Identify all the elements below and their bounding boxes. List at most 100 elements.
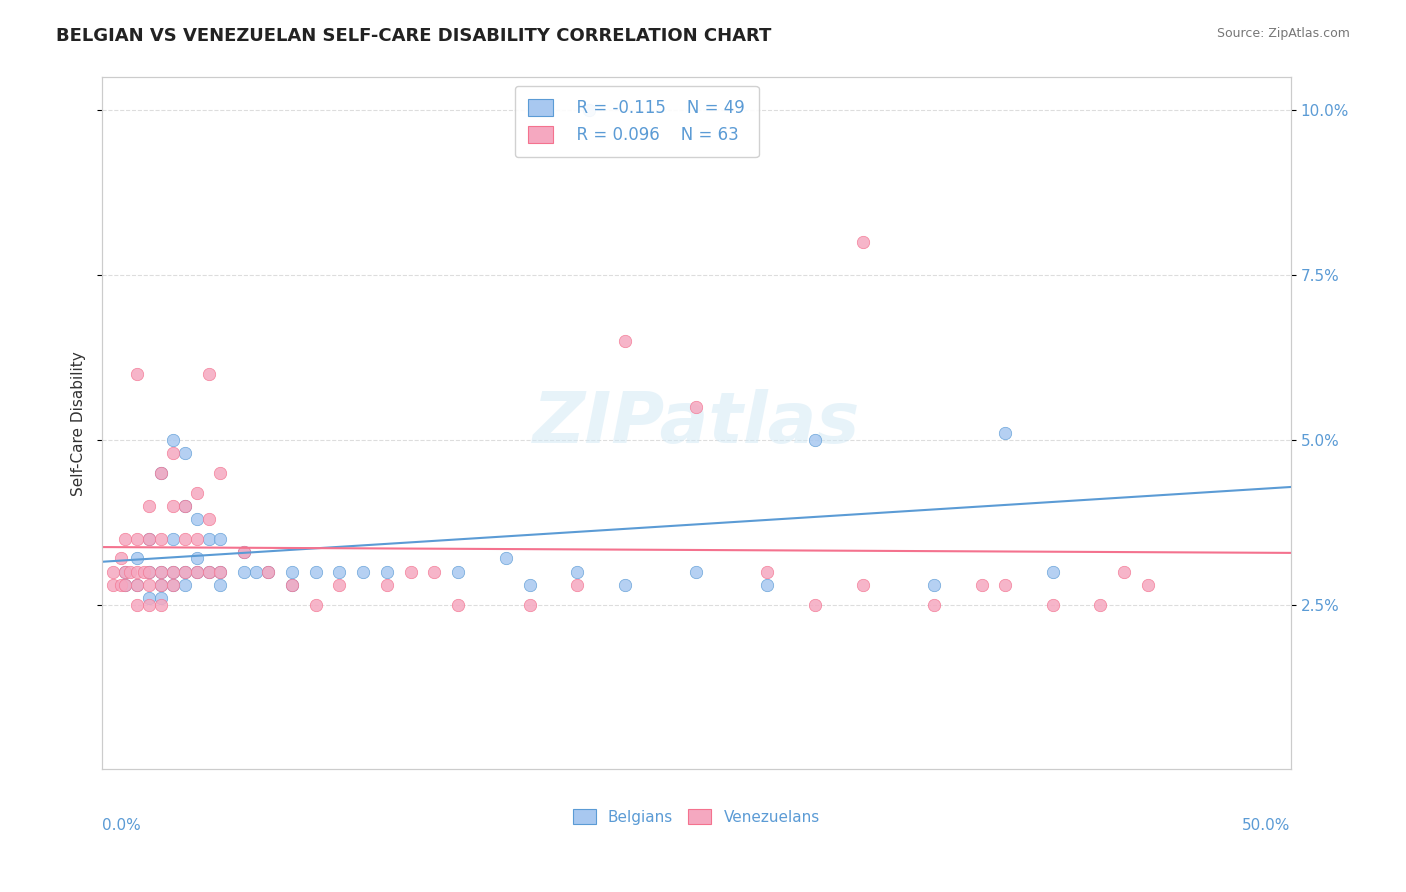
Point bbox=[257, 565, 280, 579]
Point bbox=[127, 578, 149, 592]
Point bbox=[375, 565, 398, 579]
Point bbox=[138, 591, 160, 605]
Point bbox=[1137, 578, 1160, 592]
Point bbox=[186, 551, 208, 566]
Text: BELGIAN VS VENEZUELAN SELF-CARE DISABILITY CORRELATION CHART: BELGIAN VS VENEZUELAN SELF-CARE DISABILI… bbox=[56, 27, 772, 45]
Text: 0.0%: 0.0% bbox=[101, 818, 141, 833]
Point bbox=[352, 565, 374, 579]
Point bbox=[127, 578, 149, 592]
Point bbox=[852, 578, 875, 592]
Point bbox=[127, 565, 149, 579]
Point bbox=[149, 466, 172, 480]
Point bbox=[519, 598, 541, 612]
Point bbox=[328, 565, 350, 579]
Point bbox=[149, 466, 172, 480]
Point bbox=[110, 551, 132, 566]
Point bbox=[423, 565, 446, 579]
Point bbox=[186, 512, 208, 526]
Point bbox=[134, 565, 156, 579]
Point bbox=[578, 103, 600, 118]
Point bbox=[114, 565, 136, 579]
Point bbox=[149, 532, 172, 546]
Point bbox=[173, 446, 195, 460]
Point bbox=[162, 578, 184, 592]
Point bbox=[103, 565, 125, 579]
Point bbox=[209, 532, 232, 546]
Point bbox=[304, 598, 326, 612]
Point bbox=[852, 235, 875, 249]
Point bbox=[519, 578, 541, 592]
Point bbox=[127, 367, 149, 381]
Point bbox=[209, 565, 232, 579]
Point bbox=[197, 367, 219, 381]
Point bbox=[197, 532, 219, 546]
Point bbox=[138, 565, 160, 579]
Point bbox=[186, 532, 208, 546]
Point bbox=[922, 598, 945, 612]
Point bbox=[138, 499, 160, 513]
Point bbox=[138, 565, 160, 579]
Point bbox=[149, 591, 172, 605]
Point bbox=[186, 565, 208, 579]
Point bbox=[756, 578, 779, 592]
Point bbox=[103, 578, 125, 592]
Point bbox=[233, 545, 256, 559]
Point bbox=[233, 565, 256, 579]
Point bbox=[281, 578, 304, 592]
Point bbox=[197, 565, 219, 579]
Point bbox=[209, 565, 232, 579]
Point bbox=[567, 565, 589, 579]
Point bbox=[613, 334, 636, 348]
Point bbox=[173, 565, 195, 579]
Point bbox=[1090, 598, 1112, 612]
Point bbox=[197, 512, 219, 526]
Point bbox=[114, 578, 136, 592]
Point bbox=[1114, 565, 1136, 579]
Point bbox=[114, 532, 136, 546]
Point bbox=[922, 578, 945, 592]
Point bbox=[173, 578, 195, 592]
Point bbox=[138, 578, 160, 592]
Point bbox=[186, 565, 208, 579]
Point bbox=[162, 532, 184, 546]
Point bbox=[804, 598, 827, 612]
Point bbox=[162, 433, 184, 447]
Point bbox=[173, 499, 195, 513]
Point bbox=[173, 532, 195, 546]
Point bbox=[304, 565, 326, 579]
Point bbox=[209, 466, 232, 480]
Point bbox=[233, 545, 256, 559]
Point bbox=[114, 565, 136, 579]
Point bbox=[138, 532, 160, 546]
Point bbox=[613, 578, 636, 592]
Text: Source: ZipAtlas.com: Source: ZipAtlas.com bbox=[1216, 27, 1350, 40]
Point bbox=[375, 578, 398, 592]
Point bbox=[162, 499, 184, 513]
Point bbox=[162, 565, 184, 579]
Point bbox=[447, 598, 470, 612]
Point bbox=[685, 400, 707, 414]
Point bbox=[328, 578, 350, 592]
Point bbox=[114, 578, 136, 592]
Point bbox=[127, 598, 149, 612]
Point bbox=[994, 426, 1017, 441]
Point bbox=[209, 578, 232, 592]
Point bbox=[567, 578, 589, 592]
Point bbox=[970, 578, 993, 592]
Point bbox=[197, 565, 219, 579]
Point bbox=[149, 578, 172, 592]
Point bbox=[162, 565, 184, 579]
Point bbox=[162, 446, 184, 460]
Point bbox=[127, 532, 149, 546]
Point bbox=[120, 565, 142, 579]
Point bbox=[245, 565, 267, 579]
Point bbox=[495, 551, 517, 566]
Text: 50.0%: 50.0% bbox=[1243, 818, 1291, 833]
Point bbox=[257, 565, 280, 579]
Point bbox=[186, 485, 208, 500]
Point bbox=[138, 532, 160, 546]
Point bbox=[110, 578, 132, 592]
Point bbox=[804, 433, 827, 447]
Point bbox=[149, 565, 172, 579]
Point bbox=[1042, 565, 1064, 579]
